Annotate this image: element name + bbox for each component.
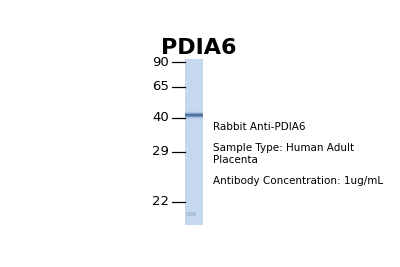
Bar bbox=[185, 113, 204, 114]
Bar bbox=[185, 115, 204, 116]
Bar bbox=[185, 109, 204, 110]
Text: 22: 22 bbox=[152, 195, 169, 208]
Bar bbox=[185, 116, 204, 117]
Text: PDIA6: PDIA6 bbox=[161, 38, 236, 58]
Bar bbox=[185, 118, 204, 119]
Bar bbox=[186, 212, 196, 216]
Text: 65: 65 bbox=[152, 80, 169, 93]
Text: Antibody Concentration: 1ug/mL: Antibody Concentration: 1ug/mL bbox=[213, 176, 383, 186]
Text: 90: 90 bbox=[153, 56, 169, 69]
Bar bbox=[185, 111, 204, 112]
Bar bbox=[185, 117, 204, 118]
Bar bbox=[185, 120, 204, 121]
Bar bbox=[185, 110, 204, 111]
Text: 40: 40 bbox=[153, 112, 169, 124]
Text: Rabbit Anti-PDIA6: Rabbit Anti-PDIA6 bbox=[213, 123, 305, 132]
Bar bbox=[185, 119, 204, 120]
Bar bbox=[185, 114, 204, 115]
Text: Sample Type: Human Adult
Placenta: Sample Type: Human Adult Placenta bbox=[213, 143, 354, 165]
Bar bbox=[185, 59, 204, 225]
Bar bbox=[185, 112, 204, 113]
Text: 29: 29 bbox=[152, 145, 169, 158]
